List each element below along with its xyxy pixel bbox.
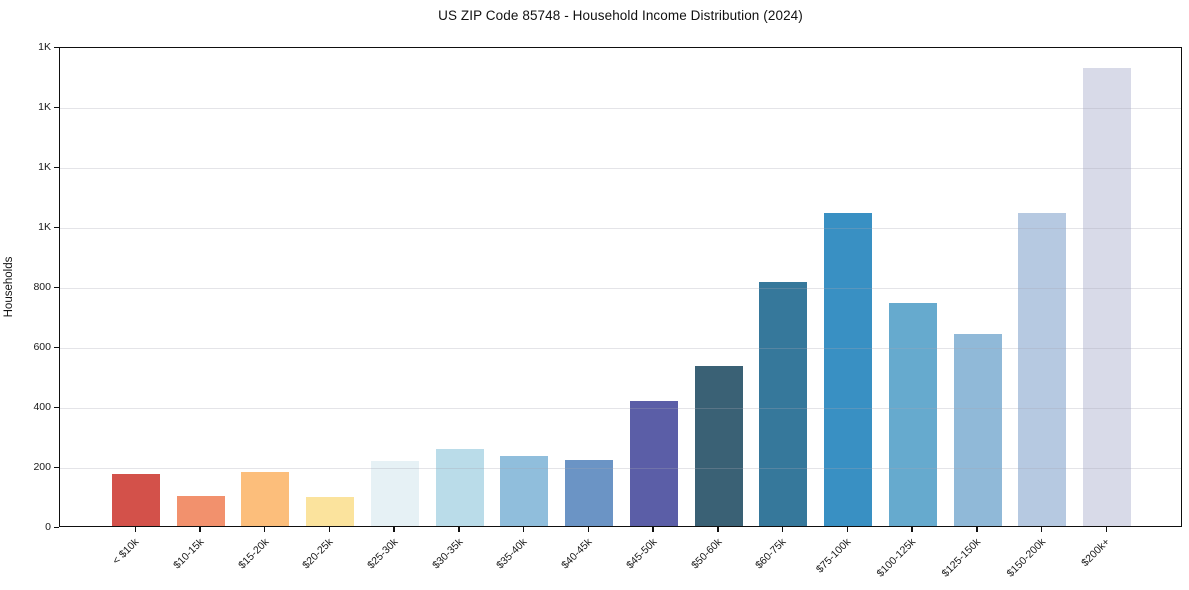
gridline-1000: [60, 227, 1181, 229]
bar-$15-20k: [241, 471, 290, 526]
gridline-1400: [60, 107, 1181, 109]
x-tick-label: $75-100k: [814, 536, 854, 576]
y-tick-mark: [54, 286, 59, 288]
chart-title: US ZIP Code 85748 - Household Income Dis…: [438, 8, 803, 23]
bar-$40-45k: [565, 459, 614, 526]
y-tick-mark: [54, 346, 59, 348]
y-tick-label: 1K: [38, 40, 51, 53]
bar-$35-40k: [500, 455, 549, 526]
bar-$100-125k: [888, 303, 937, 526]
y-tick-mark: [54, 46, 59, 48]
x-tick-label: $25-30k: [365, 536, 401, 572]
bar-< $10k: [112, 473, 160, 526]
x-tick-mark: [846, 527, 849, 532]
bar-$50-60k: [694, 366, 743, 526]
x-tick-mark: [911, 527, 913, 532]
x-tick-mark: [587, 527, 590, 532]
y-tick-label: 1K: [38, 100, 51, 113]
bar-$30-35k: [435, 449, 484, 526]
bar-$125-150k: [953, 334, 1002, 526]
x-tick-label: $15-20k: [235, 536, 271, 572]
gridline-200: [60, 467, 1181, 469]
y-tick-mark: [54, 406, 59, 408]
x-tick-label: $20-25k: [300, 536, 336, 572]
bar-$20-25k: [306, 496, 355, 526]
x-tick-mark: [976, 527, 978, 532]
x-tick-mark: [328, 527, 331, 532]
gridline-600: [60, 347, 1181, 349]
gridline-800: [60, 287, 1181, 289]
x-tick-label: $150-200k: [1004, 536, 1048, 580]
x-axis-labels: < $10k $10-15k $15-20k $20-25k $25-30k $30-35…: [59, 536, 1182, 590]
x-tick-label: $125-150k: [939, 536, 984, 580]
x-tick-label: $200k+: [1079, 536, 1113, 570]
y-tick-mark: [54, 526, 59, 528]
bar-$75-100k: [824, 212, 873, 526]
x-tick-mark: [263, 527, 266, 532]
bar-$10-15k: [176, 495, 225, 526]
y-tick-mark: [54, 166, 59, 168]
y-tick-label: 1K: [38, 220, 51, 233]
x-tick-label: $45-50k: [624, 536, 660, 572]
x-tick-label: < $10k: [110, 536, 142, 567]
bar-$200k+: [1083, 67, 1131, 526]
y-tick-mark: [54, 226, 59, 228]
y-tick-label: 1K: [38, 160, 51, 173]
x-tick-mark: [1040, 527, 1043, 532]
x-tick-label: $10-15k: [170, 536, 207, 572]
x-tick-mark: [652, 527, 654, 532]
y-tick-label: 400: [33, 400, 51, 413]
x-tick-mark: [717, 527, 719, 532]
y-tick-mark: [54, 466, 59, 468]
x-tick-label: $50-60k: [688, 536, 725, 572]
x-tick-mark: [1105, 527, 1107, 532]
bar-$60-75k: [759, 282, 808, 526]
x-tick-label: $30-35k: [429, 536, 466, 572]
x-tick-label: $60-75k: [753, 536, 789, 572]
y-tick-label: 600: [33, 340, 51, 353]
gridline-1200: [60, 167, 1181, 169]
x-tick-mark: [522, 527, 525, 532]
x-tick-mark: [134, 527, 136, 532]
y-tick-label: 0: [45, 520, 51, 533]
bar-$45-50k: [629, 400, 678, 526]
x-tick-label: $35-40k: [494, 536, 530, 572]
bar-$150-200k: [1018, 212, 1067, 526]
x-tick-mark: [393, 527, 395, 532]
gridline-400: [60, 407, 1181, 409]
bar-$25-30k: [370, 460, 419, 526]
x-tick-mark: [781, 527, 784, 532]
x-tick-mark: [199, 527, 201, 532]
y-tick-label: 800: [33, 280, 51, 293]
y-tick-mark: [54, 106, 59, 108]
plot-area: [59, 47, 1182, 527]
x-tick-label: $100-125k: [874, 536, 919, 580]
x-tick-label: $40-45k: [559, 536, 595, 572]
x-tick-mark: [458, 527, 460, 532]
y-tick-label: 200: [33, 460, 51, 473]
